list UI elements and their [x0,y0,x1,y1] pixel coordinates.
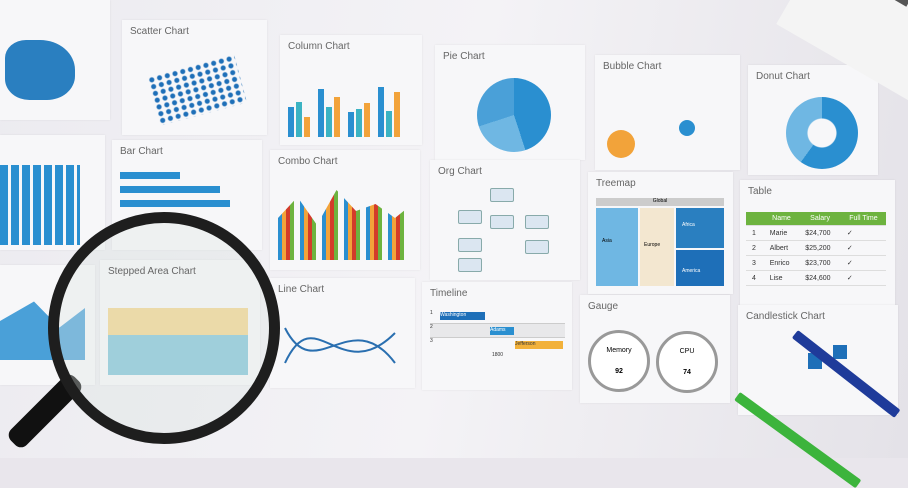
card-title: Stepped Area Chart [108,266,196,277]
card-title: Candlestick Chart [746,311,825,322]
table-header-row: Name Salary Full Time [746,212,886,226]
line-chart [284,327,396,364]
card-title: Org Chart [438,166,482,177]
org-node [490,215,514,229]
treemap-cell: Africa [676,208,724,248]
treemap-card: Treemap Global Asia Europe Africa Americ… [588,172,733,294]
timeline-row: 1 Washington [430,310,565,324]
card-title: Bar Chart [120,146,163,157]
donut-chart [786,97,858,169]
org-node [490,188,514,202]
card-title: Treemap [596,178,636,189]
histogram-card [0,135,105,250]
card-title: Combo Chart [278,156,338,167]
salary-table: Name Salary Full Time 1 Marie $24,700 ✓ 2 Albe… [746,212,886,286]
card-title: Table [748,186,772,197]
timeline-row: 3 Jefferson [430,338,565,352]
card-title: Column Chart [288,41,350,52]
org-card: Org Chart [430,160,580,280]
card-title: Donut Chart [756,71,810,82]
bubble [607,130,635,158]
org-node [525,240,549,254]
card-title: Pie Chart [443,51,485,62]
treemap-cell: Asia [596,208,638,286]
table-row: 2 Albert $25,200 ✓ [746,240,886,256]
combo-bars [278,190,408,260]
bubble-card: Bubble Chart [595,55,740,170]
memory-gauge: Memory 92 [588,330,650,392]
column-card: Column Chart [280,35,422,145]
timeline-card: Timeline 1 Washington 2 Adams 3 Jefferson 1… [422,282,572,390]
gauge-card: Gauge Memory 92 CPU 74 [580,295,730,403]
scatter-points [147,54,247,126]
line-card: Line Chart [270,278,415,388]
treemap-root: Global [596,198,724,206]
combo-card: Combo Chart [270,150,420,270]
timeline-axis-label: 1800 [491,352,504,358]
table-row: 3 Enrico $23,700 ✓ [746,255,886,271]
magnifying-glass [48,212,280,444]
timeline-row: 2 Adams [430,324,565,338]
scatter-card: Scatter Chart [122,20,267,135]
map-card [0,0,110,120]
card-title: Timeline [430,288,468,299]
column-bars [288,85,413,137]
map-shape [5,40,75,100]
table-card: Table Name Salary Full Time 1 Marie $24,700 ✓… [740,180,895,305]
pie-card: Pie Chart [435,45,585,160]
org-node [458,238,482,252]
candlestick-card: Candlestick Chart [738,305,898,415]
card-title: Gauge [588,301,619,312]
bubble [679,120,695,136]
treemap-cell: America [676,250,724,286]
table-row: 1 Marie $24,700 ✓ [746,225,886,241]
treemap-cell: Europe [640,208,674,286]
histogram-bars [0,165,80,245]
org-node [458,258,482,272]
org-node [458,210,482,224]
pie-chart [477,78,551,152]
cpu-gauge: CPU 74 [656,331,718,393]
card-title: Bubble Chart [603,61,662,72]
card-title: Line Chart [278,284,325,295]
donut-card: Donut Chart [748,65,878,175]
org-node [525,215,549,229]
card-title: Scatter Chart [130,26,189,37]
table-row: 4 Lise $24,600 ✓ [746,270,886,286]
